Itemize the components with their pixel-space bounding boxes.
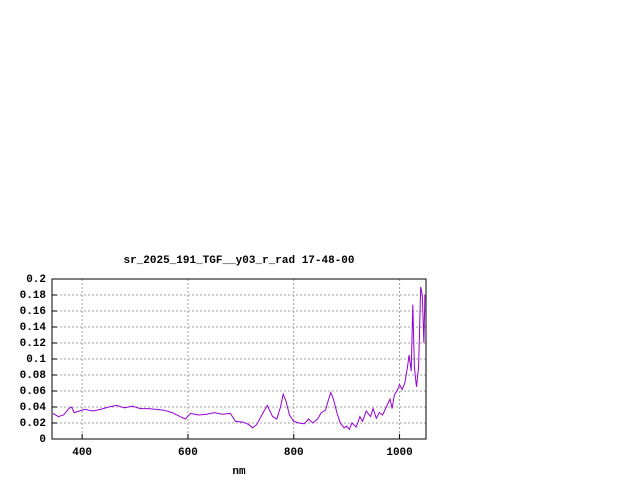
plot-border — [51, 278, 427, 440]
y-tick-label: 0.02 — [20, 418, 46, 430]
y-tick-label: 0.2 — [26, 274, 46, 286]
y-tick-label: 0.18 — [20, 290, 47, 302]
y-tick-label: 0.16 — [20, 306, 46, 318]
x-tick-label: 400 — [72, 447, 92, 459]
x-tick-label: 800 — [284, 447, 304, 459]
y-tick-label: 0.12 — [20, 338, 46, 350]
chart-title: sr_2025_191_TGF__y03_r_rad 17-48-00 — [123, 255, 354, 267]
y-tick-label: 0 — [39, 434, 46, 446]
y-tick-label: 0.06 — [20, 386, 46, 398]
y-tick-label: 0.14 — [20, 322, 47, 334]
x-axis-label: nm — [232, 466, 246, 478]
y-tick-label: 0.08 — [20, 370, 47, 382]
x-tick-label: 600 — [178, 447, 198, 459]
data-line — [52, 286, 426, 431]
y-tick-label: 0.1 — [26, 354, 46, 366]
y-tick-label: 0.04 — [20, 402, 47, 414]
x-tick-label: 1000 — [386, 447, 412, 459]
